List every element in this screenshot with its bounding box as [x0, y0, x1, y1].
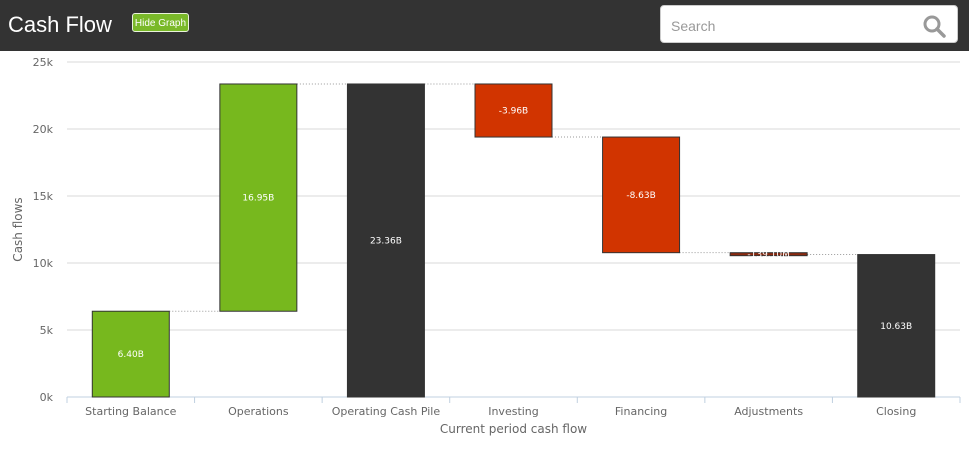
bar-adjustment [729, 252, 808, 257]
top-bar: Cash Flow Hide Graph [0, 0, 969, 51]
search-box[interactable] [660, 5, 958, 43]
cash-flow-chart: 0k 5k 10k 15k 20k 25k 6.40B 16.95B 23.36B -3.96B -… [0, 51, 969, 452]
x-tick-label: Financing [615, 405, 667, 418]
y-axis-title: Cash flows [11, 197, 25, 261]
hide-graph-button[interactable]: Hide Graph [132, 13, 189, 32]
bar-positive [91, 310, 170, 398]
y-tick-label: 20k [33, 123, 54, 136]
y-tick-label: 10k [33, 257, 54, 270]
x-tick-label: Adjustments [734, 405, 803, 418]
bar-value-label: 23.36B [370, 236, 402, 246]
y-tick-label: 0k [40, 391, 54, 404]
bar-total [857, 254, 936, 398]
bar-value-label: -8.63B [626, 191, 655, 201]
x-tick-label: Investing [488, 405, 539, 418]
y-tick-label: 25k [33, 56, 54, 69]
bar-value-label: 6.40B [118, 350, 144, 360]
chart-svg: 0k 5k 10k 15k 20k 25k 6.40B 16.95B 23.36B -3.96B -… [11, 56, 961, 436]
bar-value-label: -3.96B [499, 107, 528, 117]
x-axis-title: Current period cash flow [440, 422, 587, 436]
bar-total [346, 83, 425, 398]
bar-value-label: 10.63B [880, 322, 912, 332]
bar-value-label: -139.10M [747, 250, 790, 260]
x-tick-label: Starting Balance [85, 405, 176, 418]
bar-negative [602, 136, 681, 254]
bar-negative [474, 83, 553, 138]
page-title: Cash Flow [8, 12, 112, 37]
y-tick-label: 15k [33, 190, 54, 203]
x-tick-label: Operations [228, 405, 289, 418]
bar-value-label: 16.95B [242, 194, 274, 204]
x-tick-label: Closing [876, 405, 916, 418]
x-tick-label: Operating Cash Pile [332, 405, 441, 418]
y-tick-label: 5k [40, 324, 54, 337]
search-input[interactable] [669, 14, 913, 38]
bar-positive [219, 83, 298, 312]
search-icon[interactable] [922, 14, 946, 38]
